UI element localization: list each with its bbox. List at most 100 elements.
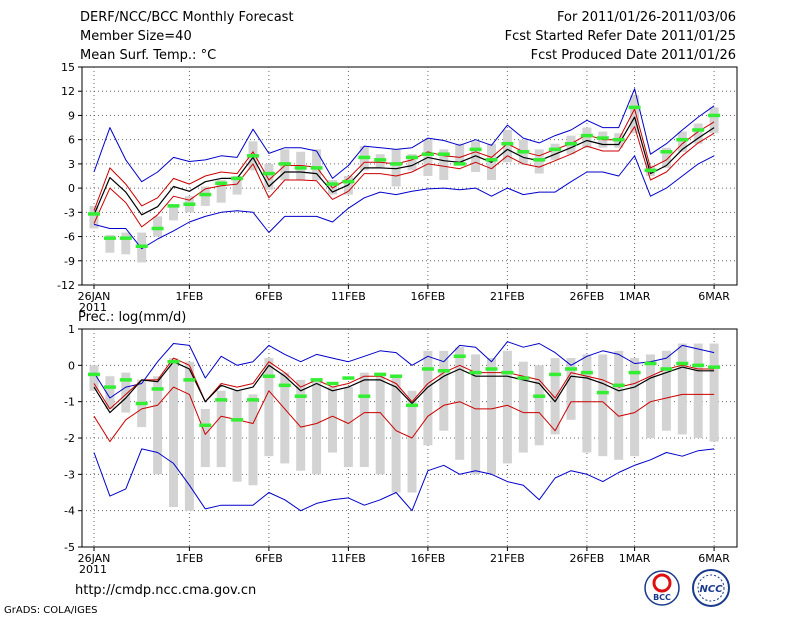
prec-ensemble-box: [598, 354, 608, 457]
temp-xtick-label: 6MAR: [698, 290, 730, 303]
prec-ensemble-box: [630, 358, 640, 457]
temp-ytick-label: 3: [68, 158, 75, 171]
prec-xtick-label: 26FEB: [569, 552, 604, 565]
prec-ensemble-box: [105, 376, 115, 409]
temp-ensemble-box: [709, 107, 719, 134]
prec-ytick-label: -2: [64, 432, 75, 445]
prec-ensemble-box: [359, 372, 369, 468]
temp-xtick-label: 26JAN: [78, 290, 111, 303]
prec-xtick-label: 6FEB: [255, 552, 283, 565]
prec-ensemble-box: [550, 358, 560, 435]
prec-ensemble-box: [200, 408, 210, 468]
prec-ensemble-box: [423, 350, 433, 446]
prec-ensemble-box: [455, 347, 465, 460]
source-url[interactable]: http://cmdp.ncc.cma.gov.cn: [75, 583, 257, 598]
temp-ytick-label: 15: [61, 61, 75, 74]
prec-ensemble-box: [471, 354, 481, 475]
prec-ensemble-box: [709, 343, 719, 442]
temp-ytick-label: -12: [57, 279, 75, 292]
temp-year-label: 2011: [79, 301, 107, 314]
ncc-logo-text: NCC: [699, 584, 723, 595]
prec-ensemble-box: [391, 376, 401, 493]
temp-xtick-label: 11FEB: [331, 290, 366, 303]
prec-xtick-label: 1MAR: [619, 552, 651, 565]
prec-ensemble-box: [121, 372, 131, 413]
temp-xtick-label: 21FEB: [490, 290, 525, 303]
temp-ensemble-box: [312, 149, 322, 181]
prec-ensemble-box: [328, 387, 337, 453]
prec-ytick-label: -4: [64, 505, 75, 518]
prec-year-label: 2011: [79, 563, 107, 576]
prec-upper-line: [93, 357, 715, 410]
forecast-produced-date: Fcst Produced Date 2011/01/26: [530, 48, 736, 63]
temp-ensemble-box: [264, 163, 274, 190]
forecast-start-date: Fcst Started Refer Date 2011/01/25: [504, 29, 736, 44]
grads-credit: GrADS: COLA/IGES: [4, 605, 98, 616]
prec-ensemble-box: [216, 390, 226, 468]
forecast-period: For 2011/01/26-2011/03/06: [557, 10, 736, 25]
prec-ytick-label: 0: [68, 359, 75, 372]
temp-ensemble-box: [153, 216, 163, 237]
temp-ensemble-box: [105, 234, 115, 253]
prec-ytick-label: -3: [64, 468, 75, 481]
prec-max-line: [93, 341, 715, 399]
prec-ensemble-box: [312, 379, 322, 475]
prec-ensemble-box: [534, 365, 544, 446]
prec-ensemble-box: [502, 350, 512, 464]
temp-ensemble-box: [693, 123, 703, 144]
temp-ytick-label: 12: [61, 85, 75, 98]
prec-min-line: [93, 448, 715, 512]
prec-xtick-label: 26JAN: [78, 552, 111, 565]
temp-ensemble-box: [121, 232, 131, 255]
temp-ytick-label: 0: [68, 182, 75, 195]
temp-mean-line: [93, 116, 715, 216]
temp-xtick-label: 1FEB: [175, 290, 203, 303]
prec-ensemble-box: [439, 350, 449, 431]
temp-ensemble-box: [502, 129, 512, 163]
temp-ensemble-box: [582, 127, 592, 148]
prec-ensemble-box: [407, 390, 417, 493]
prec-ensemble-box: [343, 387, 353, 468]
prec-ytick-label: -5: [64, 541, 75, 554]
temp-ensemble-box: [391, 149, 401, 187]
chart-title: DERF/NCC/BCC Monthly Forecast: [80, 10, 294, 25]
member-size-label: Member Size=40: [80, 29, 192, 44]
prec-ensemble-box: [487, 358, 496, 475]
bcc-logo: BCC: [644, 570, 680, 606]
prec-lower-line: [93, 386, 715, 443]
prec-ensemble-box: [264, 358, 274, 457]
temp-ytick-label: -3: [64, 206, 75, 219]
temp-xtick-label: 1MAR: [619, 290, 651, 303]
temp-ensemble-box: [407, 154, 417, 171]
temp-ytick-label: 6: [68, 134, 75, 147]
ncc-logo-globe-icon: [697, 574, 725, 602]
prec-xtick-label: 1FEB: [175, 552, 203, 565]
prec-ensemble-box: [677, 343, 687, 435]
temp-lower-line: [93, 126, 715, 228]
prec-ensemble-box: [646, 354, 655, 438]
temp-min-line: [93, 155, 715, 250]
prec-xtick-label: 11FEB: [331, 552, 366, 565]
temp-ensemble-box: [439, 149, 449, 181]
temp-ensemble-box: [216, 180, 226, 203]
prec-ensemble-box: [661, 350, 671, 431]
prec-xtick-label: 16FEB: [410, 552, 445, 565]
prec-ensemble-box: [566, 358, 576, 420]
temp-xtick-label: 16FEB: [410, 290, 445, 303]
prec-ensemble-box: [614, 350, 624, 460]
temp-ensemble-box: [455, 143, 465, 166]
temp-ytick-label: 9: [68, 109, 75, 122]
temp-ensemble-box: [550, 143, 560, 160]
bcc-logo-swirl-icon: [652, 573, 672, 593]
prec-xtick-label: 6MAR: [698, 552, 730, 565]
prec-ensemble-box: [693, 343, 703, 438]
temp-xtick-label: 6FEB: [255, 290, 283, 303]
prec-ensemble-box: [232, 390, 242, 482]
prec-ytick-label: -1: [64, 396, 75, 409]
ncc-logo: NCC: [692, 569, 730, 607]
temp-ensemble-box: [169, 204, 178, 221]
temp-ensemble-box: [630, 95, 640, 134]
